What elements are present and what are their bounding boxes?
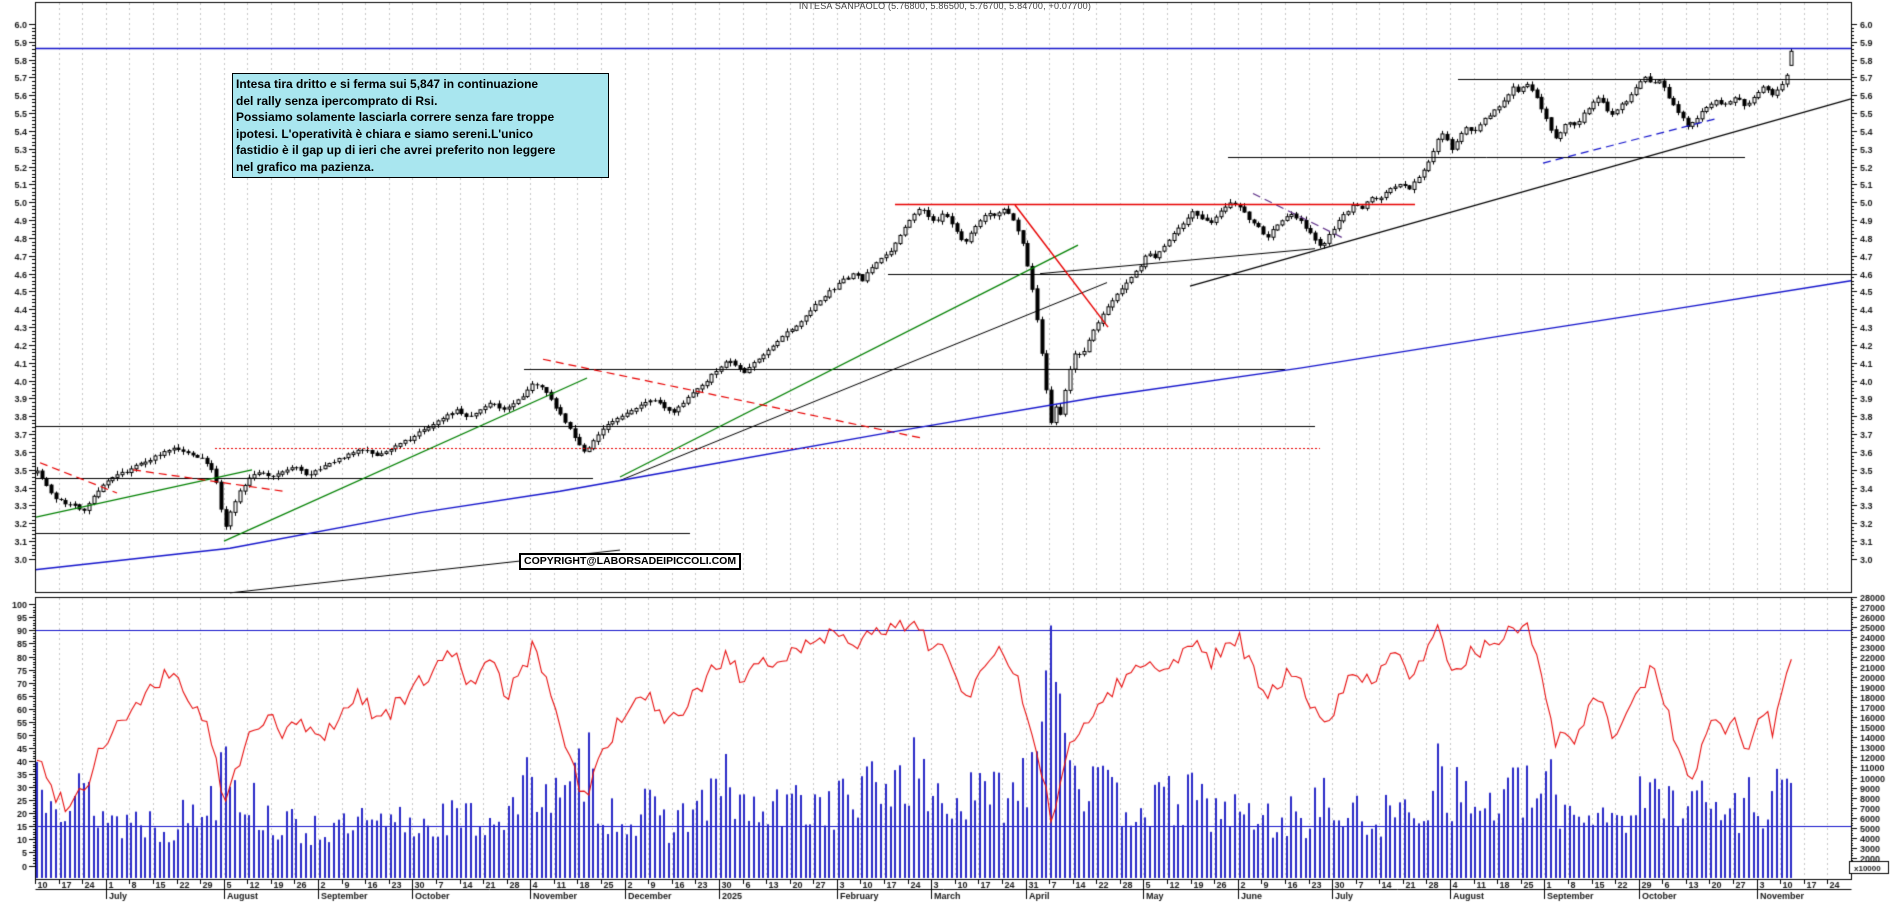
copyright-badge: COPYRIGHT@LABORSADEIPICCOLI.COM [519,553,742,570]
analyst-note-box: Intesa tira dritto e si ferma sui 5,847 … [232,73,609,178]
chart-title: INTESA SANPAOLO (5.76800, 5.86500, 5.767… [798,1,1092,11]
analyst-note-line: nel grafico ma pazienza. [236,159,375,174]
analyst-note-line: fastidio è il gap up di ieri che avrei p… [236,143,556,157]
analyst-note-line: Possiamo solamente lasciarla correre sen… [236,110,555,124]
analyst-note-line: del rally senza ipercomprato di Rsi. [236,93,438,108]
analyst-note-line: Intesa tira dritto e si ferma sui 5,847 … [236,77,539,91]
analyst-note-line: ipotesi. L'operatività è chiara e siamo … [236,126,534,141]
